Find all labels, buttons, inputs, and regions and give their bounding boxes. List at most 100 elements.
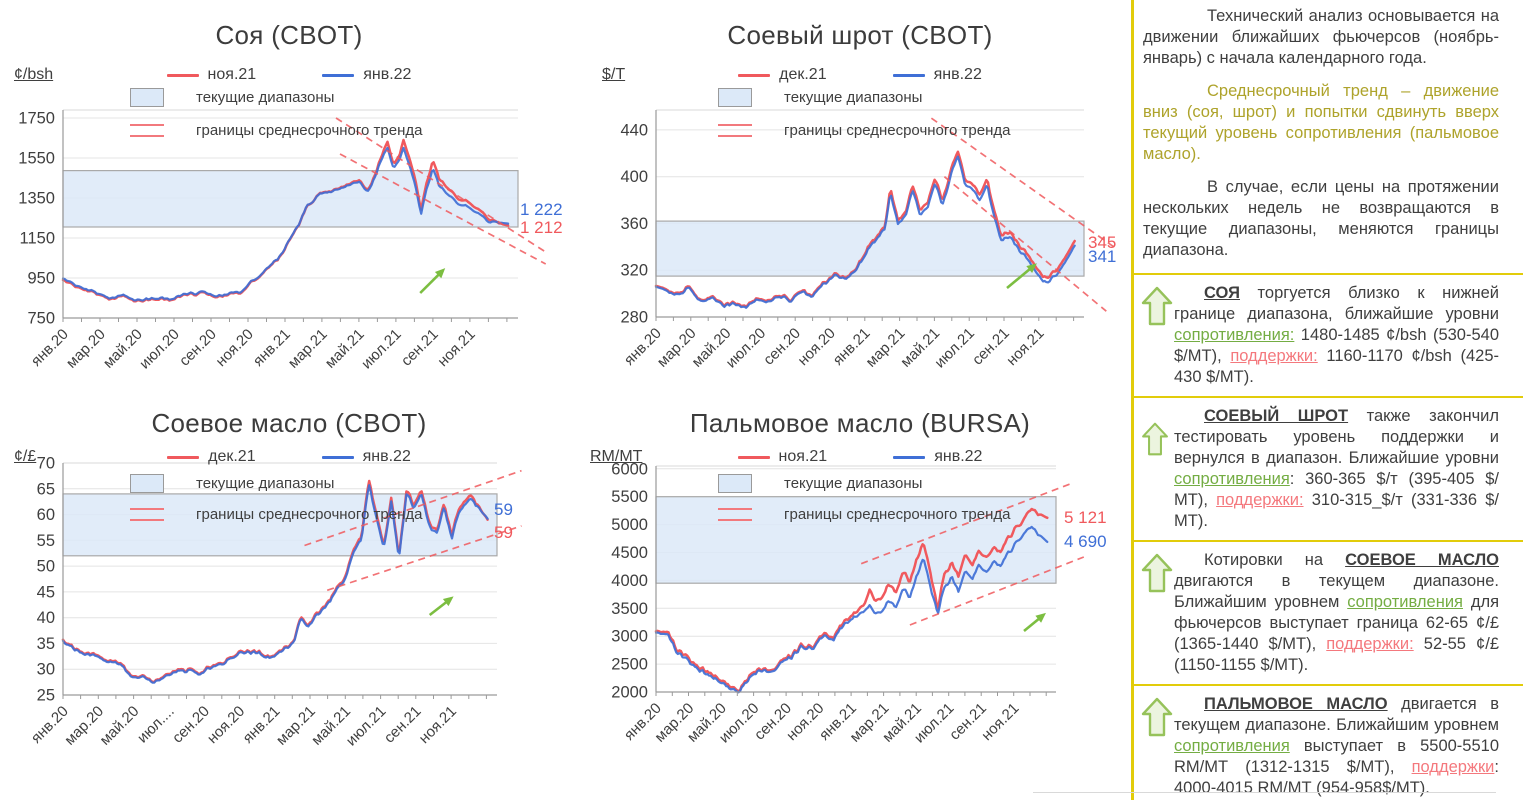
legend-current-ranges: текущие диапазоны bbox=[130, 474, 334, 493]
svg-text:ноя.20: ноя.20 bbox=[213, 326, 257, 370]
trend-lines-icon bbox=[130, 124, 164, 137]
svg-text:мар.20: мар.20 bbox=[61, 703, 107, 749]
svg-text:750: 750 bbox=[27, 310, 55, 328]
legend-label: границы среднесрочного тренда bbox=[196, 506, 423, 523]
chart-title-soybeans: Соя (CBOT) bbox=[215, 20, 363, 50]
soybean-meal-plot: 280 320 360 400 440 янв.20 мар.20 май.20 июл.20 с… bbox=[594, 8, 1126, 398]
intro-paragraph: В случае, если цены на протяжении нескол… bbox=[1143, 178, 1499, 259]
svg-text:1150: 1150 bbox=[20, 230, 55, 248]
svg-text:1750: 1750 bbox=[18, 110, 55, 128]
legend-label: ноя.21 bbox=[778, 448, 828, 465]
svg-text:25: 25 bbox=[37, 687, 55, 705]
svg-text:3000: 3000 bbox=[611, 628, 648, 646]
svg-text:июл....: июл.... bbox=[134, 703, 178, 747]
legend-label: янв.22 bbox=[933, 66, 982, 83]
end-value-label: 341 bbox=[1088, 247, 1117, 266]
legend-current-ranges: текущие диапазоны bbox=[718, 88, 922, 107]
section-plain-text: 52-55 ¢/£ (1150-1155 $/МТ). bbox=[1174, 635, 1499, 674]
svg-text:30: 30 bbox=[37, 661, 55, 679]
svg-text:60: 60 bbox=[37, 506, 55, 524]
range-swatch-icon bbox=[718, 88, 752, 107]
trend-lines-icon bbox=[718, 124, 752, 137]
legend-label: текущие диапазоны bbox=[196, 475, 335, 492]
svg-text:сен.20: сен.20 bbox=[176, 326, 220, 370]
svg-text:сен.20: сен.20 bbox=[169, 703, 213, 747]
svg-text:50: 50 bbox=[37, 558, 55, 576]
legend-item-jan22: янв.22 bbox=[892, 66, 982, 84]
up-arrow-icon bbox=[1141, 697, 1173, 737]
end-value-label: 345 bbox=[1088, 233, 1117, 252]
commodity-name: СОЕВОЕ МАСЛО bbox=[1345, 551, 1499, 569]
yellow-divider bbox=[1134, 396, 1523, 398]
svg-text:мар.21: мар.21 bbox=[273, 703, 319, 749]
legend-item-dec21: дек.21 bbox=[167, 448, 256, 466]
red-line-swatch-icon bbox=[166, 73, 199, 77]
commodity-name: ПАЛЬМОВОЕ МАСЛО bbox=[1204, 695, 1388, 713]
blue-line-swatch-icon bbox=[322, 73, 355, 77]
y-axis-unit-label: ¢/bsh bbox=[14, 66, 54, 83]
intro-paragraph: Технический анализ основывается на движе… bbox=[1143, 7, 1499, 67]
analysis-sidebar: Технический анализ основывается на движе… bbox=[1131, 0, 1523, 800]
bottom-divider-line bbox=[1033, 792, 1496, 793]
resistance-link: сопротивления bbox=[1174, 470, 1290, 488]
blue-line-swatch-icon bbox=[321, 455, 354, 459]
end-value-label: 59 bbox=[494, 523, 513, 542]
svg-text:ноя.21: ноя.21 bbox=[1003, 325, 1047, 369]
section-plain-text: 310-315_$/т (331-336 $/МТ). bbox=[1174, 491, 1499, 530]
svg-text:ноя.21: ноя.21 bbox=[416, 703, 460, 747]
support-link: поддержки bbox=[1411, 758, 1495, 776]
svg-text:6000: 6000 bbox=[611, 460, 648, 478]
svg-text:май.21: май.21 bbox=[322, 326, 368, 372]
chart-title-palm-oil: Пальмовое масло (BURSA) bbox=[689, 408, 1031, 438]
svg-text:55: 55 bbox=[37, 532, 55, 550]
legend-item-nov21: ноя.21 bbox=[737, 448, 828, 466]
legend-trend-borders: границы среднесрочного тренда bbox=[130, 122, 422, 139]
soybeans-plot: 750 950 1150 1350 1550 1750 янв.20 мар.20 май.20… bbox=[6, 8, 572, 398]
commodity-name: СОЯ bbox=[1204, 284, 1240, 302]
legend-trend-borders: границы среднесрочного тренда bbox=[718, 122, 1010, 139]
yellow-divider bbox=[1134, 684, 1523, 686]
section-plain-text: выступает в 5500-5510 RM/МТ (1312-1315 $… bbox=[1174, 737, 1499, 776]
legend-current-ranges: текущие диапазоны bbox=[718, 474, 922, 493]
legend-label: текущие диапазоны bbox=[784, 89, 923, 106]
red-line-swatch-icon bbox=[738, 73, 771, 77]
chart-card-soybeans: 750 950 1150 1350 1550 1750 янв.20 мар.20 май.20… bbox=[6, 8, 572, 398]
support-link: поддержки: bbox=[1326, 635, 1414, 653]
svg-text:360: 360 bbox=[620, 215, 648, 233]
y-axis-unit-label: RM/MT bbox=[590, 448, 643, 465]
palm-oil-plot: 2000 2500 3000 3500 4000 4500 5000 5500 6000 янв.… bbox=[594, 400, 1126, 798]
support-link: поддержки: bbox=[1216, 491, 1304, 509]
legend-item-dec21: дек.21 bbox=[738, 66, 827, 84]
legend-label: ноя.21 bbox=[207, 66, 257, 83]
end-value-label: 5 121 bbox=[1064, 508, 1107, 527]
section-plain-text: 1160-1170 ¢/bsh (425-430 $/МТ). bbox=[1174, 347, 1500, 386]
series-legend: дек.21 янв.22 bbox=[6, 448, 572, 466]
svg-text:5000: 5000 bbox=[611, 516, 648, 534]
svg-text:440: 440 bbox=[620, 121, 648, 139]
svg-text:ноя.20: ноя.20 bbox=[204, 703, 248, 747]
svg-text:40: 40 bbox=[37, 609, 55, 627]
section-plain-text: для фьючерсов выступает граница 62-65 ¢/… bbox=[1174, 593, 1500, 653]
end-value-label: 59 bbox=[494, 500, 513, 519]
chart-card-palm-oil: 2000 2500 3000 3500 4000 4500 5000 5500 6000 янв.… bbox=[590, 400, 1126, 798]
intro-paragraphs: Технический анализ основывается на движе… bbox=[1143, 6, 1499, 261]
chart-card-soybean-oil: 25 30 35 40 45 50 55 60 65 70 янв.20 мар.20 май.20 ию… bbox=[6, 400, 572, 798]
legend-label: янв.22 bbox=[934, 448, 983, 465]
svg-text:июл.20: июл.20 bbox=[136, 326, 183, 373]
svg-text:2000: 2000 bbox=[611, 684, 648, 702]
section-plain-text: двигается в текущем диапазоне. Ближайшим… bbox=[1174, 695, 1499, 734]
end-value-label: 4 690 bbox=[1064, 532, 1107, 551]
legend-label: дек.21 bbox=[779, 66, 827, 83]
svg-text:1550: 1550 bbox=[18, 150, 55, 168]
svg-text:950: 950 bbox=[27, 270, 55, 288]
trend-lines-icon bbox=[718, 508, 752, 521]
section-plain-text: 1480-1485 ¢/bsh (530-540 $/МТ), bbox=[1174, 326, 1499, 365]
intro-paragraph-trend: Среднесрочный тренд – движение вниз (соя… bbox=[1143, 82, 1499, 163]
resistance-link: сопротивления: bbox=[1174, 326, 1295, 344]
svg-text:ноя.21: ноя.21 bbox=[978, 700, 1022, 744]
svg-text:3500: 3500 bbox=[611, 600, 648, 618]
legend-label: границы среднесрочного тренда bbox=[784, 122, 1011, 139]
y-axis-unit-label: $/Т bbox=[602, 66, 626, 83]
legend-item-nov21: ноя.21 bbox=[166, 66, 257, 84]
